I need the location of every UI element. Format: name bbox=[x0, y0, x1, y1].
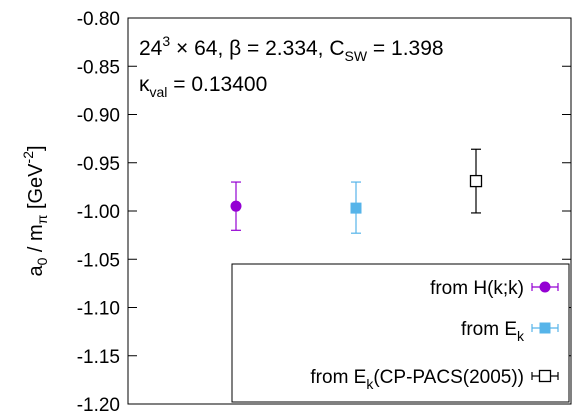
legend-symbol bbox=[539, 281, 551, 293]
y-axis-label: a0 / mπ [GeV-2] bbox=[20, 145, 50, 276]
legend-marker bbox=[531, 281, 559, 293]
y-tick-label: -0.90 bbox=[77, 106, 120, 127]
data-point-marker bbox=[350, 202, 362, 214]
y-tick-label: -0.95 bbox=[77, 154, 120, 175]
y-tick-label: -1.15 bbox=[77, 347, 120, 368]
annotation-lattice-params: 243 × 64, β = 2.334, CSW = 1.398 bbox=[139, 33, 444, 64]
series-point bbox=[350, 181, 362, 234]
y-tick-label: -1.05 bbox=[77, 250, 120, 271]
legend-marker bbox=[531, 322, 559, 334]
series-point bbox=[230, 181, 242, 231]
legend-box bbox=[231, 263, 570, 403]
y-tick-label: -1.00 bbox=[77, 202, 120, 223]
legend-symbol bbox=[538, 369, 552, 383]
legend-label-ek: from Ek bbox=[461, 319, 525, 344]
data-point-marker bbox=[469, 174, 483, 188]
legend-symbol bbox=[539, 322, 551, 334]
y-tick-label: -1.10 bbox=[77, 299, 120, 320]
y-axis: -0.80 -0.85 -0.90 -0.95 -1.00 -1.05 -1.10 -1.15… bbox=[77, 9, 571, 416]
y-tick-label: -0.85 bbox=[77, 57, 120, 78]
legend-marker bbox=[531, 369, 559, 383]
data-points bbox=[230, 148, 483, 234]
legend-label-cppacs: from Ek(CP-PACS(2005)) bbox=[310, 367, 524, 392]
legend-markers bbox=[531, 281, 559, 383]
annotation-kappa: κval = 0.13400 bbox=[139, 73, 267, 100]
legend-label-h: from H(k;k) bbox=[430, 278, 524, 299]
y-tick-label: -0.80 bbox=[77, 9, 120, 30]
data-point-marker bbox=[230, 200, 242, 212]
series-point bbox=[469, 148, 483, 214]
y-tick-label: -1.20 bbox=[77, 395, 120, 416]
